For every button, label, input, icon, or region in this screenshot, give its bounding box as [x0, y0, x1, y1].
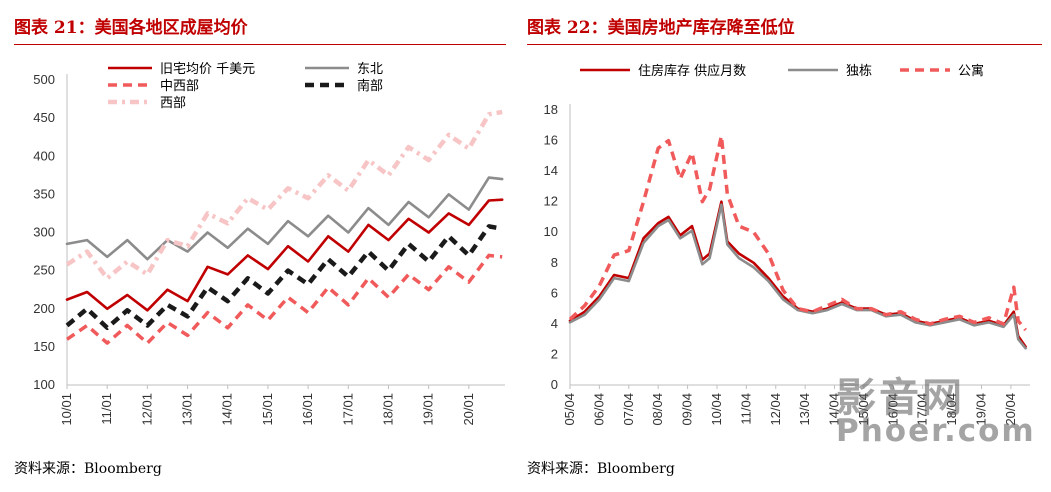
- x-tick-label: 12/04: [768, 393, 783, 426]
- legend-label: 公寓: [958, 63, 984, 79]
- x-tick-label: 10/04: [709, 393, 724, 426]
- x-tick-label: 18/01: [380, 393, 395, 426]
- x-tick-label: 20/01: [461, 393, 476, 426]
- chart-panel-22: 图表 22：美国房地产库存降至低位 0 2 4 6 8 10 12 14 16 18 05/04 06…: [520, 0, 1051, 492]
- x-tick-label: 14/01: [220, 393, 235, 426]
- y-tick-label: 12: [544, 194, 558, 209]
- x-tick-label: 05/04: [562, 393, 577, 426]
- y-tick-label: 10: [544, 224, 558, 239]
- series-line: [65, 224, 503, 331]
- legend-label: 南部: [357, 78, 383, 94]
- legend-label: 东北: [357, 62, 383, 77]
- y-tick-label: 450: [33, 110, 55, 125]
- y-tick-label: 4: [551, 316, 558, 331]
- series-line: [568, 134, 1027, 332]
- chart-panel-21: 图表 21：美国各地区成屋均价 100 150 200 250 300 350 400 450…: [0, 0, 520, 492]
- y-tick-label: 150: [33, 339, 55, 354]
- chart-title: 图表 22：美国房地产库存降至低位: [527, 18, 795, 38]
- y-tick-label: 250: [33, 263, 55, 278]
- y-tick-label: 300: [33, 225, 55, 240]
- chart-source: 资料来源：Bloomberg: [14, 461, 162, 477]
- y-tick-label: 350: [33, 186, 55, 201]
- x-tick-label: 18/04: [944, 393, 959, 426]
- x-tick-label: 15/04: [856, 393, 871, 426]
- y-tick-label: 8: [551, 255, 558, 270]
- x-tick-label: 11/04: [738, 393, 753, 425]
- x-tick-label: 08/04: [650, 393, 665, 426]
- x-tick-label: 11/01: [99, 393, 114, 425]
- y-tick-label: 18: [544, 102, 558, 117]
- x-tick-label: 19/01: [421, 393, 436, 426]
- x-tick-label: 16/04: [885, 393, 900, 426]
- legend-label: 住房库存 供应月数: [638, 63, 746, 79]
- x-tick-label: 06/04: [591, 393, 606, 426]
- legend-label: 独栋: [846, 63, 872, 79]
- y-tick-label: 2: [551, 346, 558, 361]
- x-tick-label: 10/01: [59, 393, 74, 426]
- y-tick-label: 200: [33, 301, 55, 316]
- y-tick-label: 100: [33, 377, 55, 392]
- y-tick-label: 16: [544, 133, 558, 148]
- title-divider: [14, 44, 506, 45]
- x-tick-label: 16/01: [300, 393, 315, 426]
- series-line: [65, 109, 503, 281]
- chart-title: 图表 21：美国各地区成屋均价: [14, 18, 248, 38]
- x-tick-label: 12/01: [139, 393, 154, 426]
- x-tick-label: 13/04: [797, 393, 812, 426]
- y-tick-label: 500: [33, 72, 55, 87]
- legend-label: 西部: [160, 96, 186, 111]
- series-line: [65, 176, 504, 261]
- chart-source: 资料来源：Bloomberg: [527, 461, 675, 477]
- legend-label: 中西部: [160, 79, 199, 94]
- title-divider: [527, 44, 1042, 45]
- house-price-chart: 100 150 200 250 300 350 400 450 500 10/01 11/01 12/…: [33, 62, 505, 426]
- x-tick-label: 20/04: [1003, 393, 1018, 426]
- y-tick-label: 6: [551, 285, 558, 300]
- y-tick-label: 400: [33, 148, 55, 163]
- x-tick-label: 15/01: [260, 393, 275, 426]
- series-line: [65, 198, 504, 312]
- y-tick-label: 14: [544, 163, 558, 178]
- series-line: [66, 253, 503, 345]
- series-line: [568, 203, 1027, 350]
- x-tick-label: 07/04: [621, 393, 636, 426]
- x-tick-label: 13/01: [180, 393, 195, 426]
- legend-label: 旧宅均价 千美元: [160, 62, 255, 77]
- inventory-chart: 0 2 4 6 8 10 12 14 16 18 05/04 06/04 07/04 08/04 09/04…: [544, 63, 1030, 426]
- y-tick-label: 0: [551, 377, 558, 392]
- x-tick-label: 17/01: [340, 393, 355, 426]
- x-tick-label: 09/04: [680, 393, 695, 426]
- x-tick-label: 19/04: [974, 393, 989, 426]
- x-tick-label: 17/04: [915, 393, 930, 426]
- x-tick-label: 14/04: [827, 393, 842, 426]
